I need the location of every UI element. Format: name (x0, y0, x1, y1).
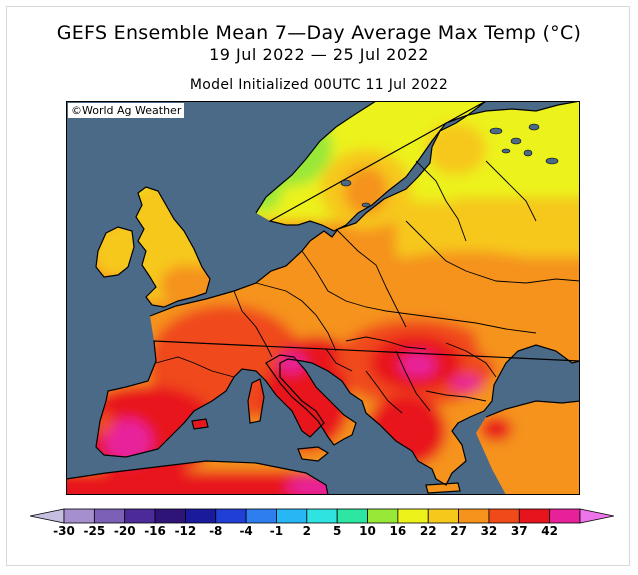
legend-tick-label: -12 (174, 524, 197, 538)
legend-swatch (518, 508, 551, 524)
legend-swatch (154, 508, 186, 524)
legend-swatch (336, 508, 368, 524)
legend-tick-label: -30 (53, 524, 75, 538)
legend-swatch (397, 508, 429, 524)
legend-swatch (488, 508, 520, 524)
legend-swatch (245, 508, 277, 524)
legend-swatch (215, 508, 247, 524)
legend-swatch (29, 508, 65, 524)
legend-tick-label: 2 (302, 524, 311, 538)
legend-tick-label: -1 (269, 524, 284, 538)
color-legend-labels: -30 -25 -20 -16 -12 -8 -4 -1 2 5 10 16 22 27 32 37 42 (0, 524, 638, 540)
legend-swatch (549, 508, 581, 524)
legend-swatch (458, 508, 490, 524)
legend-swatch (63, 508, 95, 524)
color-legend (29, 507, 615, 531)
date-range: 19 Jul 2022 — 25 Jul 2022 (209, 45, 429, 64)
model-init-label: Model Initialized 00UTC 11 Jul 2022 (189, 77, 449, 93)
legend-tick-label: -8 (209, 524, 223, 538)
legend-tick-label: 37 (510, 524, 528, 538)
legend-tick-label: -16 (144, 524, 166, 538)
legend-swatch (367, 508, 399, 524)
legend-tick-label: 27 (450, 524, 467, 538)
legend-swatch (427, 508, 459, 524)
map-border (66, 101, 580, 495)
chart-title: GEFS Ensemble Mean 7—Day Average Max Tem… (56, 22, 582, 44)
legend-tick-label: 10 (359, 524, 376, 538)
legend-swatch (124, 508, 156, 524)
legend-tick-label: 5 (332, 524, 342, 538)
legend-tick-label: -25 (83, 524, 106, 538)
legend-tick-label: 16 (389, 524, 407, 538)
country-borders (155, 160, 580, 414)
legend-tick-label: -4 (239, 524, 253, 538)
legend-tick-label: 42 (541, 524, 558, 538)
legend-swatch (276, 508, 308, 524)
legend-tick-label: 32 (480, 524, 498, 538)
coastlines (66, 101, 580, 495)
lakes (340, 123, 559, 208)
legend-tick-label: 22 (419, 524, 437, 538)
legend-tick-label: -20 (113, 524, 136, 538)
legend-swatch (185, 508, 217, 524)
temperature-map (66, 101, 580, 495)
legend-swatch (93, 508, 126, 524)
legend-swatch (306, 508, 338, 524)
legend-swatch (579, 508, 615, 524)
credit-label: ©World Ag Weather (68, 103, 185, 118)
